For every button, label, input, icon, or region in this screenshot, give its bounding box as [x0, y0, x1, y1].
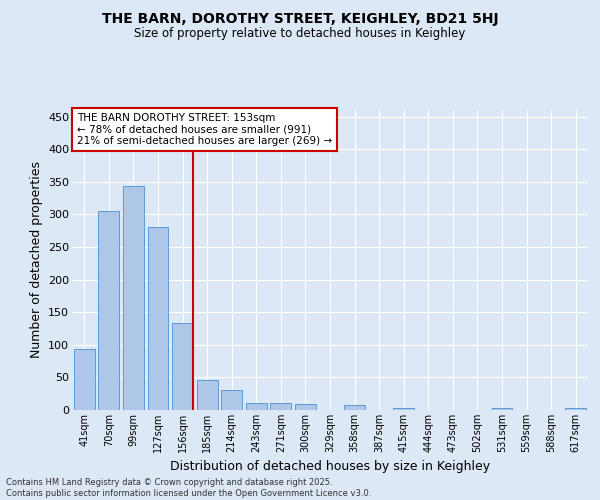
Bar: [123, 186, 144, 410]
Bar: [271, 404, 292, 410]
Bar: [221, 390, 242, 410]
Text: THE BARN, DOROTHY STREET, KEIGHLEY, BD21 5HJ: THE BARN, DOROTHY STREET, KEIGHLEY, BD21…: [101, 12, 499, 26]
Text: Size of property relative to detached houses in Keighley: Size of property relative to detached ho…: [134, 28, 466, 40]
Bar: [172, 324, 193, 410]
Bar: [148, 226, 169, 410]
Text: Contains HM Land Registry data © Crown copyright and database right 2025.
Contai: Contains HM Land Registry data © Crown c…: [6, 478, 371, 498]
Bar: [246, 404, 267, 410]
Bar: [197, 380, 218, 410]
Bar: [295, 404, 316, 410]
Bar: [491, 408, 512, 410]
Bar: [344, 405, 365, 410]
X-axis label: Distribution of detached houses by size in Keighley: Distribution of detached houses by size …: [170, 460, 490, 473]
Bar: [98, 211, 119, 410]
Y-axis label: Number of detached properties: Number of detached properties: [29, 162, 43, 358]
Bar: [393, 408, 414, 410]
Bar: [74, 350, 95, 410]
Bar: [565, 408, 586, 410]
Text: THE BARN DOROTHY STREET: 153sqm
← 78% of detached houses are smaller (991)
21% o: THE BARN DOROTHY STREET: 153sqm ← 78% of…: [77, 113, 332, 146]
